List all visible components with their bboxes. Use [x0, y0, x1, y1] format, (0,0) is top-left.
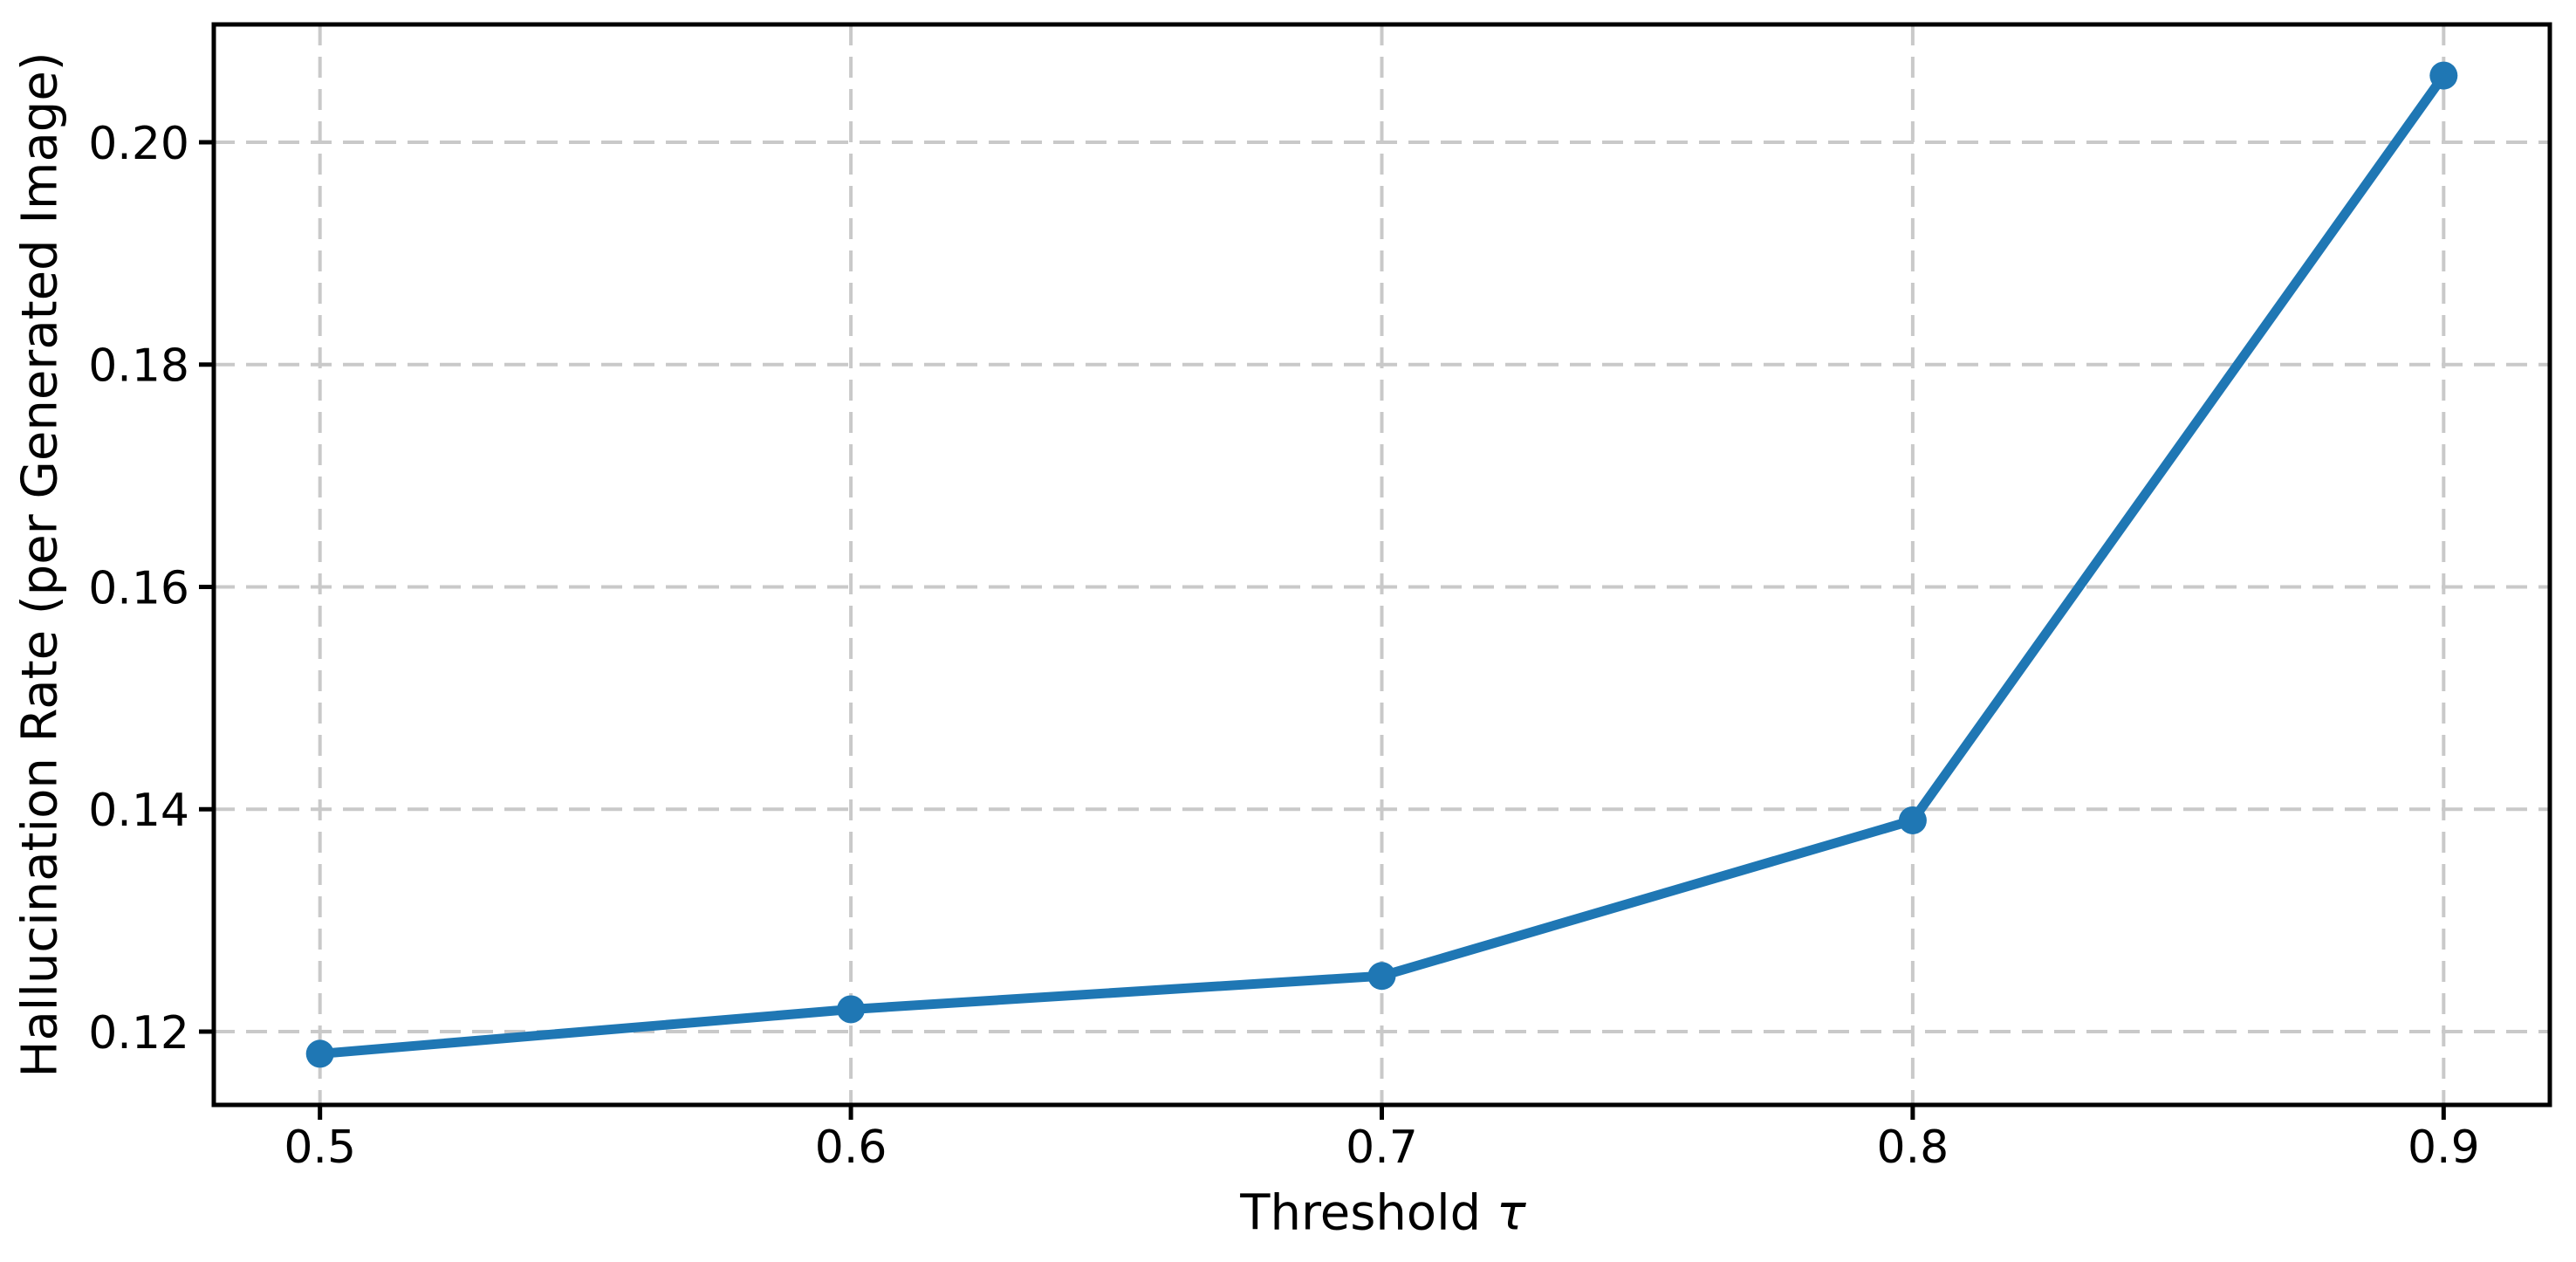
x-tick-label: 0.7 — [1346, 1121, 1418, 1174]
x-axis-label-text: Threshold — [1240, 1184, 1497, 1242]
axes-spines — [211, 22, 2552, 1108]
data-point — [2429, 61, 2458, 90]
y-tick-label: 0.20 — [88, 118, 189, 170]
y-tick-label: 0.14 — [88, 785, 189, 837]
data-point — [1898, 806, 1927, 834]
x-axis-label: Threshold τ — [1240, 1185, 1526, 1242]
data-point — [837, 995, 866, 1024]
x-tick-label: 0.5 — [284, 1121, 356, 1174]
y-tick-label: 0.16 — [88, 562, 189, 614]
x-tick-label: 0.8 — [1877, 1121, 1949, 1174]
x-tick-label: 0.6 — [815, 1121, 887, 1174]
y-axis-label: Hallucination Rate (per Generated Image) — [11, 51, 69, 1078]
tau-symbol: τ — [1497, 1184, 1526, 1242]
x-tick-label: 0.9 — [2408, 1121, 2480, 1174]
data-point — [305, 1039, 334, 1068]
y-tick-label: 0.18 — [88, 340, 189, 393]
y-tick-label: 0.12 — [88, 1007, 189, 1060]
data-point — [1367, 962, 1396, 991]
